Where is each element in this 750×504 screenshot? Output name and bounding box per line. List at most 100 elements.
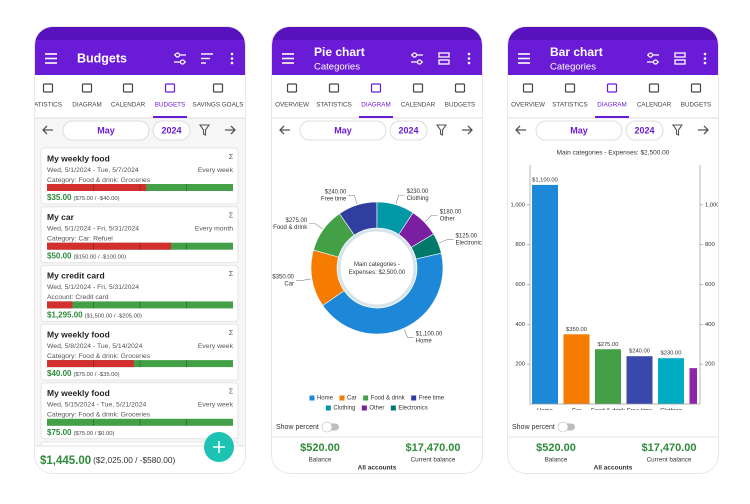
budget-bar <box>47 301 233 309</box>
status-bar <box>508 27 718 40</box>
menu-icon[interactable] <box>45 57 57 60</box>
tab-label[interactable]: BUDGETS <box>445 102 475 109</box>
budget-spent <box>47 242 171 250</box>
tab-label[interactable]: CALENDAR <box>637 102 672 109</box>
balance-label: Balance <box>309 457 332 464</box>
more-icon[interactable] <box>230 57 234 60</box>
sort-icon[interactable] <box>201 57 210 60</box>
filter-button[interactable] <box>671 124 684 136</box>
menu-icon[interactable] <box>45 53 57 55</box>
status-bar <box>35 27 245 40</box>
slice-value-label: $1,100.00 <box>416 332 443 338</box>
more-icon[interactable] <box>703 57 707 60</box>
year-pill[interactable] <box>625 120 664 141</box>
more-icon[interactable] <box>467 57 471 60</box>
sum-symbol: Σ <box>229 154 234 161</box>
filter-button[interactable] <box>435 124 448 136</box>
tab-label[interactable]: BUDGETS <box>155 102 185 109</box>
tab-label[interactable]: DIAGRAM <box>361 102 390 109</box>
month-pill[interactable] <box>62 120 150 141</box>
status-bar <box>272 27 482 40</box>
legend-swatch <box>363 395 369 401</box>
tab-label[interactable]: OVERVIEW <box>275 102 309 109</box>
budget-detail: ($150.00 / -$100.00) <box>73 254 126 260</box>
more-icon[interactable] <box>467 52 471 56</box>
more-icon[interactable] <box>230 61 234 65</box>
previous-arrow[interactable] <box>42 125 53 135</box>
more-icon[interactable] <box>703 61 707 65</box>
more-icon[interactable] <box>703 52 707 56</box>
year-pill[interactable] <box>389 120 428 141</box>
year-pill[interactable] <box>152 120 191 141</box>
previous-arrow[interactable] <box>279 125 290 135</box>
tab-icon[interactable] <box>81 83 93 93</box>
slice-label: Electronics <box>455 241 484 247</box>
list-icon <box>438 59 450 65</box>
tab-icon[interactable] <box>606 83 618 93</box>
slice-value-label: $275.00 <box>286 218 308 224</box>
tab-bar <box>508 75 718 118</box>
x-tick-label: Home <box>537 409 554 415</box>
tab-icon[interactable] <box>164 83 176 93</box>
previous-arrow[interactable] <box>515 125 526 135</box>
list-icon[interactable] <box>674 52 686 58</box>
tab-label[interactable]: DIAGRAM <box>597 102 626 109</box>
slice-value-label: $125.00 <box>455 234 477 240</box>
tab-icon[interactable] <box>286 83 298 93</box>
menu-icon[interactable] <box>518 57 530 60</box>
bar-value-label: $240.00 <box>629 349 650 355</box>
budget-recurrence: Every week <box>198 402 234 409</box>
legend-swatch <box>361 405 367 411</box>
menu-icon[interactable] <box>282 57 294 60</box>
menu-icon[interactable] <box>45 62 57 64</box>
tab-label[interactable]: OVERVIEW <box>511 102 545 109</box>
tab-icon[interactable] <box>522 83 534 93</box>
list-icon[interactable] <box>438 52 450 58</box>
filter-icon <box>411 52 418 58</box>
tab-label[interactable]: DIAGRAM <box>72 102 101 109</box>
legend-swatch <box>411 395 417 401</box>
tab-icon[interactable] <box>370 83 382 93</box>
next-arrow[interactable] <box>698 125 709 135</box>
sort-icon[interactable] <box>201 62 206 64</box>
tab-label[interactable]: CALENDAR <box>111 102 146 109</box>
slice-label: Clothing <box>407 196 429 202</box>
tab-icon[interactable] <box>42 83 54 93</box>
tab-label[interactable]: STATISTICS <box>552 102 587 109</box>
tab-icon[interactable] <box>564 83 576 93</box>
filter-button[interactable] <box>198 124 211 136</box>
tab-icon[interactable] <box>328 83 340 93</box>
sort-icon[interactable] <box>201 53 213 55</box>
phone-screen: Bar chart Categories OVERVIEW STATISTICS DIA… <box>508 27 718 473</box>
next-arrow[interactable] <box>462 125 473 135</box>
menu-icon[interactable] <box>518 53 530 55</box>
more-icon[interactable] <box>230 52 234 56</box>
menu-icon[interactable] <box>518 62 530 64</box>
tab-icon[interactable] <box>690 83 702 93</box>
next-arrow[interactable] <box>225 125 236 135</box>
menu-icon[interactable] <box>282 62 294 64</box>
tab-icon[interactable] <box>648 83 660 93</box>
tab-icon[interactable] <box>122 83 134 93</box>
toggle-thumb[interactable] <box>321 421 333 433</box>
total-line: $1,445.00 ($2,025.00 / -$580.00) <box>40 455 176 467</box>
tab-label[interactable]: SAVINGS GOALS <box>193 102 244 109</box>
tab-label[interactable]: STATISTICS <box>316 102 351 109</box>
tab-icon[interactable] <box>412 83 424 93</box>
budget-dates: Wed, 5/15/2024 - Tue, 5/21/2024 <box>47 402 146 409</box>
menu-icon[interactable] <box>282 53 294 55</box>
show-percent: Show percent <box>276 424 319 431</box>
tab-icon[interactable] <box>212 83 224 93</box>
tab-label[interactable]: BUDGETS <box>681 102 711 109</box>
tab-icon[interactable] <box>454 83 466 93</box>
month-pill[interactable] <box>299 120 387 141</box>
budget-name: My weekly food <box>47 153 110 163</box>
month-pill[interactable] <box>535 120 623 141</box>
budget-name: My credit card <box>47 271 105 281</box>
toggle-thumb[interactable] <box>557 421 569 433</box>
budget-spent <box>47 184 147 191</box>
more-icon[interactable] <box>467 61 471 65</box>
tab-label[interactable]: CALENDAR <box>401 102 436 109</box>
budget-detail: ($75.00 / -$35.00) <box>73 372 119 378</box>
tab-label[interactable]: ATISTICS <box>34 102 62 109</box>
